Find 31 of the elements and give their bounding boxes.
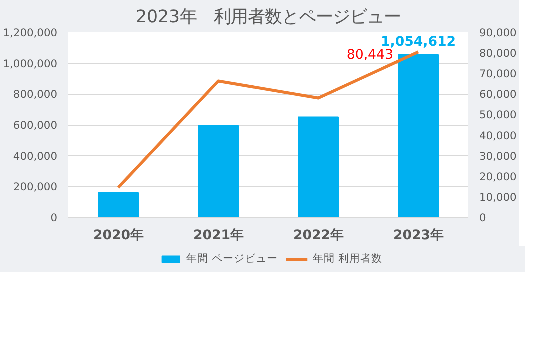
line-series <box>117 50 420 190</box>
bar <box>198 125 239 218</box>
x-tick-label: 2020年 <box>93 228 144 244</box>
y2-tick-label: 30,000 <box>480 150 518 163</box>
legend-label: 年間 利用者数 <box>313 252 382 266</box>
y-tick-label: 1,200,000 <box>3 26 58 40</box>
y2-tick-label: 20,000 <box>480 170 518 184</box>
y2-tick-label: 10,000 <box>480 190 518 204</box>
x-tick-label: 2021年 <box>193 228 244 244</box>
y2-tick-label: 40,000 <box>480 129 518 142</box>
y-tick-label: 0 <box>50 212 58 224</box>
x-tick-label: 2023年 <box>393 228 444 244</box>
y2-tick-label: 0 <box>480 212 486 224</box>
y-tick-label: 400,000 <box>13 150 58 163</box>
x-tick-label: 2022年 <box>293 228 344 244</box>
legend-label: 年間 ページビュー <box>186 252 278 266</box>
data-label: 1,054,612 <box>380 34 456 50</box>
y-tick-label: 200,000 <box>13 180 58 194</box>
data-label: 80,443 <box>346 48 394 64</box>
y-tick-label: 1,000,000 <box>3 57 58 70</box>
y-tick-label: 600,000 <box>13 119 58 132</box>
bar <box>398 54 439 218</box>
y2-tick-label: 90,000 <box>480 26 518 40</box>
y-tick-label: 800,000 <box>13 88 58 102</box>
y2-tick-label: 70,000 <box>480 68 518 81</box>
chart-title: 2023年 利用者数とページビュー <box>136 8 402 28</box>
bar <box>298 116 339 218</box>
bar <box>98 192 139 218</box>
y2-tick-label: 60,000 <box>480 88 518 102</box>
y2-tick-label: 80,000 <box>480 47 518 60</box>
y2-tick-label: 50,000 <box>480 108 518 122</box>
